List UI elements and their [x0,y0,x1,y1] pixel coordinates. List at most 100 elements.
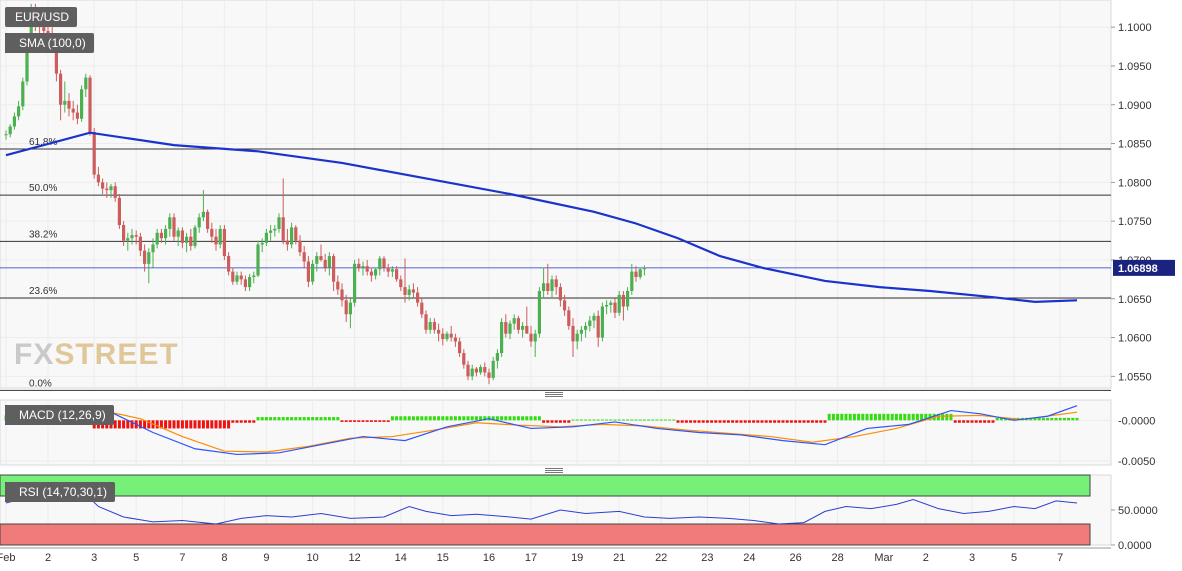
macd-histogram-bar [768,420,772,423]
macd-histogram-bar [890,413,894,421]
macd-histogram-bar [802,420,806,423]
candle-bull [600,306,604,338]
macd-histogram-bar [365,420,369,422]
candle-bear [516,318,520,330]
macd-histogram-bar [1050,417,1054,421]
macd-histogram-bar [277,417,281,421]
macd-histogram-bar [567,420,571,423]
macd-histogram-bar [903,413,907,421]
fibonacci-label: 0.0% [29,378,52,389]
macd-histogram-bar [180,420,184,429]
rsi-overbought-zone [0,474,1091,497]
macd-histogram-bar [378,420,382,422]
fibonacci-layer: 61.8% 50.0% 38.2% 23.6% 0.0% [0,137,1111,391]
watermark-part-fx: FX [14,338,55,371]
candle-bear [613,302,617,313]
macd-histogram-bar [764,420,768,423]
macd-histogram-bar [1046,417,1050,421]
macd-histogram-bar [411,416,415,421]
macd-histogram-bar [218,420,222,429]
macd-histogram-bar [642,419,646,421]
candle-bear [399,279,403,288]
price-panel [0,0,1112,389]
macd-histogram-bar [831,413,835,421]
macd-histogram-bar [785,420,789,423]
candle-bear [88,77,92,132]
candle-bull [617,294,621,313]
candle-bull [197,217,201,228]
macd-histogram-bar [441,416,445,421]
macd-legend[interactable]: MACD (12,26,9) [5,405,114,425]
x-tick-label: 12 [348,552,360,564]
macd-histogram-bar [810,420,814,423]
candle-bull [193,227,197,246]
symbol-label[interactable]: EUR/USD [5,7,78,27]
candle-bear [101,182,105,189]
candle-bull [327,256,331,268]
macd-histogram-bar [495,416,499,421]
candle-bear [298,240,302,253]
fibonacci-label: 38.2% [29,229,57,240]
macd-histogram-bar [491,416,495,421]
macd-histogram-bar [924,413,928,421]
candle-bull [491,360,495,378]
macd-histogram-bar [546,420,550,423]
x-tick-label: 7 [1057,552,1063,564]
macd-histogram-bar [130,420,134,429]
macd-histogram-bar [995,417,999,421]
macd-histogram-bar [999,417,1003,421]
candle-bear [453,337,457,342]
macd-histogram-bar [575,419,579,421]
candle-bear [113,186,117,198]
sma-legend[interactable]: SMA (100,0) [5,33,94,53]
candle-bull [185,236,189,243]
macd-histogram-bar [172,420,176,429]
candle-bull [4,134,8,136]
candle-bear [75,112,79,119]
candle-bear [474,368,478,373]
macd-histogram-bar [680,420,684,423]
candle-bull [470,368,474,377]
macd-histogram-bar [537,416,541,421]
candle-bear [411,289,415,293]
macd-histogram-bar [974,420,978,423]
macd-histogram-bar [1041,417,1045,421]
macd-signal-line [5,409,1078,453]
macd-histogram-bar [386,420,390,422]
macd-histogram-bar [983,420,987,423]
macd-histogram-bar [806,420,810,423]
last-price-tag [1113,259,1175,276]
candle-bear [458,341,462,354]
candle-bear [571,325,575,342]
macd-histogram-bar [815,420,819,423]
macd-histogram-bar [672,419,676,421]
candle-bear [231,271,235,282]
macd-histogram-bar [739,420,743,423]
macd-histogram-bar [332,417,336,421]
macd-histogram-bar [298,417,302,421]
macd-histogram-bar [840,413,844,421]
candle-bear [134,235,138,237]
panel-resize-handle-2[interactable] [540,467,566,474]
macd-histogram-bar [689,420,693,423]
candle-bear [239,275,243,280]
candle-bear [71,108,75,113]
macd-histogram-bar [962,420,966,423]
candle-bull [575,333,579,342]
panel-resize-handle-1[interactable] [540,391,566,398]
candle-bull [25,38,29,82]
macd-histogram-bar [957,420,961,423]
x-tick-label: 23 [701,552,713,564]
candle-bear [319,256,323,260]
macd-histogram-bar [168,420,172,429]
macd-histogram-bar [193,420,197,429]
candle-bear [558,287,562,301]
macd-histogram-bar [449,416,453,421]
macd-histogram-bar [600,419,604,421]
candle-bull [428,322,432,330]
rsi-legend[interactable]: RSI (14,70,30,1) [5,482,116,502]
macd-histogram-bar [260,417,264,421]
macd-histogram-bar [693,420,697,423]
candle-bear [138,236,142,251]
candle-bull [176,230,180,237]
